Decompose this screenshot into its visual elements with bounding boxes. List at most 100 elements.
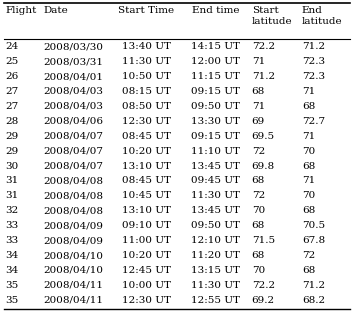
Text: 31: 31 <box>5 191 18 200</box>
Text: 68.2: 68.2 <box>302 296 325 305</box>
Text: 13:45 UT: 13:45 UT <box>191 161 240 171</box>
Text: 2008/04/11: 2008/04/11 <box>44 296 104 305</box>
Text: 72.3: 72.3 <box>302 72 325 81</box>
Text: 71: 71 <box>252 57 265 66</box>
Text: 2008/04/07: 2008/04/07 <box>44 147 104 156</box>
Text: 08:15 UT: 08:15 UT <box>121 87 170 96</box>
Text: 13:40 UT: 13:40 UT <box>121 42 170 51</box>
Text: 10:50 UT: 10:50 UT <box>121 72 170 81</box>
Text: 72.7: 72.7 <box>302 117 325 126</box>
Text: 13:10 UT: 13:10 UT <box>121 161 170 171</box>
Text: 70.5: 70.5 <box>302 221 325 230</box>
Text: 11:30 UT: 11:30 UT <box>191 191 240 200</box>
Text: 70: 70 <box>302 147 315 156</box>
Text: 2008/04/07: 2008/04/07 <box>44 161 104 171</box>
Text: 32: 32 <box>5 206 18 215</box>
Text: 11:00 UT: 11:00 UT <box>121 236 170 245</box>
Text: 30: 30 <box>5 161 18 171</box>
Text: 08:50 UT: 08:50 UT <box>121 102 170 111</box>
Text: 11:10 UT: 11:10 UT <box>191 147 240 156</box>
Text: 33: 33 <box>5 221 18 230</box>
Text: 70: 70 <box>302 191 315 200</box>
Text: 69.5: 69.5 <box>252 132 275 141</box>
Text: 71: 71 <box>252 102 265 111</box>
Text: 68: 68 <box>302 266 315 275</box>
Text: 29: 29 <box>5 147 18 156</box>
Text: 14:15 UT: 14:15 UT <box>191 42 240 51</box>
Text: 08:45 UT: 08:45 UT <box>121 176 170 186</box>
Text: 2008/04/09: 2008/04/09 <box>44 236 104 245</box>
Text: 27: 27 <box>5 102 18 111</box>
Text: Date: Date <box>44 6 68 15</box>
Text: 2008/04/09: 2008/04/09 <box>44 221 104 230</box>
Text: 09:50 UT: 09:50 UT <box>191 102 240 111</box>
Text: 29: 29 <box>5 132 18 141</box>
Text: 72.2: 72.2 <box>252 281 275 290</box>
Text: 2008/04/08: 2008/04/08 <box>44 176 104 186</box>
Text: 2008/04/03: 2008/04/03 <box>44 87 104 96</box>
Text: 34: 34 <box>5 251 18 260</box>
Text: 71: 71 <box>302 176 315 186</box>
Text: 11:30 UT: 11:30 UT <box>121 57 170 66</box>
Text: 2008/03/30: 2008/03/30 <box>44 42 104 51</box>
Text: 26: 26 <box>5 72 18 81</box>
Text: 12:10 UT: 12:10 UT <box>191 236 240 245</box>
Text: 2008/04/03: 2008/04/03 <box>44 102 104 111</box>
Text: 10:20 UT: 10:20 UT <box>121 147 170 156</box>
Text: 13:15 UT: 13:15 UT <box>191 266 240 275</box>
Text: 09:15 UT: 09:15 UT <box>191 132 240 141</box>
Text: 2008/04/08: 2008/04/08 <box>44 206 104 215</box>
Text: 70: 70 <box>252 266 265 275</box>
Text: 67.8: 67.8 <box>302 236 325 245</box>
Text: 71.5: 71.5 <box>252 236 275 245</box>
Text: 71.2: 71.2 <box>252 72 275 81</box>
Text: 33: 33 <box>5 236 18 245</box>
Text: 2008/03/31: 2008/03/31 <box>44 57 104 66</box>
Text: 2008/04/08: 2008/04/08 <box>44 191 104 200</box>
Text: 2008/04/10: 2008/04/10 <box>44 266 104 275</box>
Text: 12:00 UT: 12:00 UT <box>191 57 240 66</box>
Text: 68: 68 <box>302 206 315 215</box>
Text: 69: 69 <box>252 117 265 126</box>
Text: 13:45 UT: 13:45 UT <box>191 206 240 215</box>
Text: 12:30 UT: 12:30 UT <box>121 117 170 126</box>
Text: 69.2: 69.2 <box>252 296 275 305</box>
Text: 2008/04/07: 2008/04/07 <box>44 132 104 141</box>
Text: 68: 68 <box>252 176 265 186</box>
Text: 72: 72 <box>252 191 265 200</box>
Text: 68: 68 <box>302 102 315 111</box>
Text: 13:30 UT: 13:30 UT <box>191 117 240 126</box>
Text: 2008/04/01: 2008/04/01 <box>44 72 104 81</box>
Text: 12:45 UT: 12:45 UT <box>121 266 170 275</box>
Text: 11:30 UT: 11:30 UT <box>191 281 240 290</box>
Text: 68: 68 <box>252 221 265 230</box>
Text: 13:10 UT: 13:10 UT <box>121 206 170 215</box>
Text: 69.8: 69.8 <box>252 161 275 171</box>
Text: 10:00 UT: 10:00 UT <box>121 281 170 290</box>
Text: 72: 72 <box>302 251 315 260</box>
Text: End
latitude: End latitude <box>302 6 342 26</box>
Text: Start
latitude: Start latitude <box>252 6 292 26</box>
Text: 10:20 UT: 10:20 UT <box>121 251 170 260</box>
Text: 10:45 UT: 10:45 UT <box>121 191 170 200</box>
Text: 08:45 UT: 08:45 UT <box>121 132 170 141</box>
Text: 12:55 UT: 12:55 UT <box>191 296 240 305</box>
Text: 68: 68 <box>252 87 265 96</box>
Text: Flight: Flight <box>5 6 37 15</box>
Text: 09:50 UT: 09:50 UT <box>191 221 240 230</box>
Text: 72.2: 72.2 <box>252 42 275 51</box>
Text: 28: 28 <box>5 117 18 126</box>
Text: 35: 35 <box>5 281 18 290</box>
Text: 72.3: 72.3 <box>302 57 325 66</box>
Text: 27: 27 <box>5 87 18 96</box>
Text: 2008/04/10: 2008/04/10 <box>44 251 104 260</box>
Text: 11:20 UT: 11:20 UT <box>191 251 240 260</box>
Text: 71: 71 <box>302 87 315 96</box>
Text: Start Time: Start Time <box>118 6 174 15</box>
Text: 12:30 UT: 12:30 UT <box>121 296 170 305</box>
Text: 71.2: 71.2 <box>302 281 325 290</box>
Text: 25: 25 <box>5 57 18 66</box>
Text: 71: 71 <box>302 132 315 141</box>
Text: 35: 35 <box>5 296 18 305</box>
Text: 72: 72 <box>252 147 265 156</box>
